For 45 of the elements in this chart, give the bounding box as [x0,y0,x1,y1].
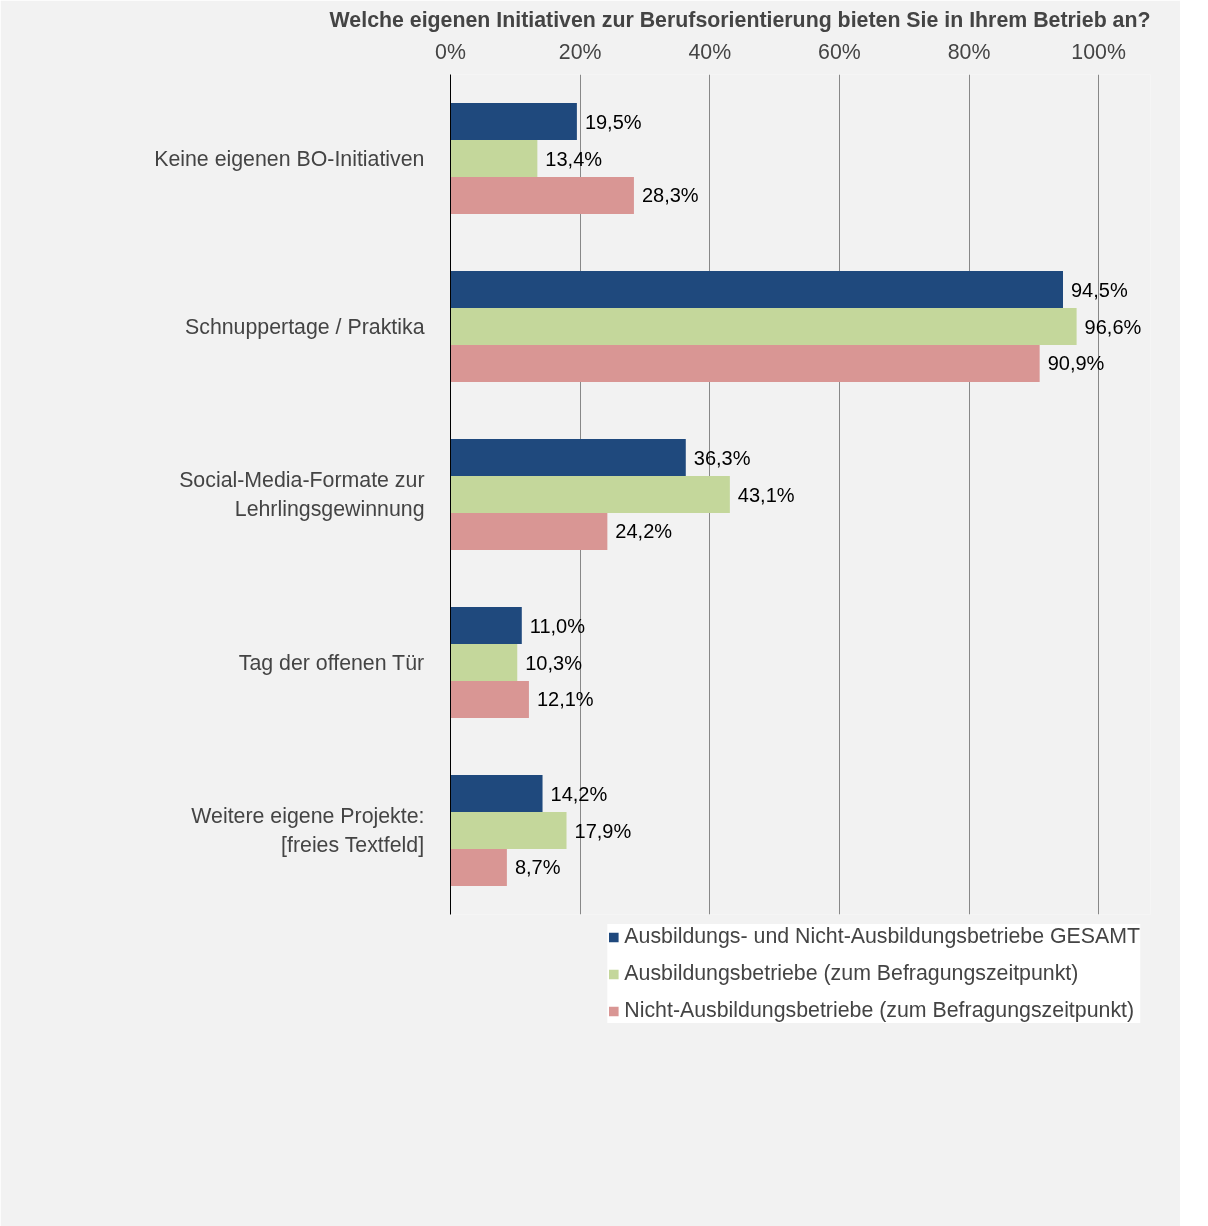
data-label: 17,9% [574,819,632,842]
bar [450,644,518,681]
data-label: 19,5% [584,110,642,133]
bar [450,512,608,550]
y-tick-label: Tag der offenen Tür [238,650,425,675]
bar [450,308,1077,345]
x-tick-label: 60% [818,39,861,64]
bar [450,344,1040,382]
data-label: 10,3% [525,651,583,674]
bar [450,680,529,718]
chart-title: Welche eigenen Initiativen zur Berufsorientierung bieten Sie in Ihrem Betrieb an? [329,7,1151,32]
legend-label: Nicht-Ausbildungsbetriebe (zum Befragungszeitpunkt) [624,998,1135,1023]
data-label: 94,5% [1071,278,1128,301]
x-tick-label: 40% [688,39,732,64]
bar [450,103,577,141]
legend-label: Ausbildungsbetriebe (zum Befragungszeitpunkt) [624,961,1079,986]
legend-label: Ausbildungs- und Nicht-Ausbildungsbetriebe GESAMT [624,924,1140,949]
x-tick-label: 100% [1071,39,1126,64]
bar [450,848,507,886]
y-tick-label: Schnuppertage / Praktika [185,314,425,339]
y-tick-label: Keine eigenen BO-Initiativen [154,146,425,171]
data-label: 14,2% [550,782,608,805]
data-label: 12,1% [536,688,594,711]
bar [450,476,730,513]
bar [450,775,543,813]
bar [450,271,1063,309]
x-tick-label: 20% [558,39,602,64]
bar [450,140,538,177]
y-tick-label: Social-Media-Formate zur Lehrlingsgewinnung [179,468,425,521]
bar [450,812,567,849]
x-tick-label: 0% [435,39,466,64]
data-label: 36,3% [693,446,751,469]
data-label: 96,6% [1084,315,1142,338]
data-label: 43,1% [737,483,795,506]
x-tick-label: 80% [947,39,991,64]
data-label: 13,4% [545,147,603,170]
data-label: 11,0% [529,614,586,637]
data-label: 28,3% [641,184,699,207]
y-tick-label: Weitere eigene Projekte: [freies Textfeld] [191,804,425,857]
data-label: 90,9% [1047,352,1105,375]
bar [450,607,522,645]
bar [450,176,634,214]
bar [450,439,686,477]
data-label: 8,7% [514,856,561,879]
data-label: 24,2% [615,520,673,543]
